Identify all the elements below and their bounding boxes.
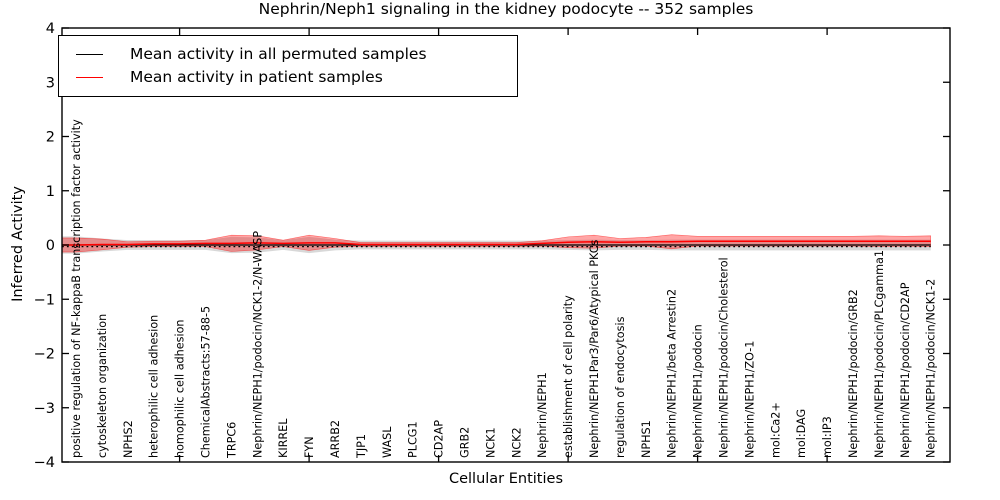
x-tick-label: NPHS2 [122, 420, 135, 458]
x-tick-label: CD2AP [433, 420, 446, 458]
x-tick-label: mol:DAG [795, 409, 808, 458]
x-tick-label: establishment of cell polarity [562, 295, 575, 458]
permuted-line-swatch [76, 54, 103, 56]
x-tick-label: Nephrin/NEPH1/podocin/GRB2 [847, 289, 860, 458]
legend-label-permuted: Mean activity in all permuted samples [130, 45, 427, 63]
y-tick-label: 2 [46, 130, 55, 146]
y-tick-label: 4 [46, 21, 55, 37]
x-tick-label: Nephrin/NEPH1/podocin/PLCgamma1 [873, 250, 886, 458]
x-tick-label: mol:Ca2+ [769, 402, 782, 458]
y-tick-label: 0 [46, 238, 55, 254]
y-tick-label: −3 [34, 401, 55, 417]
x-tick-label: Nephrin/NEPH1/podocin/NCK1-2/N-WASP [251, 231, 264, 458]
x-tick-label: Nephrin/NEPH1/podocin/Cholesterol [718, 257, 731, 458]
x-tick-label: KIRREL [277, 418, 290, 458]
x-tick-label: NCK2 [510, 427, 523, 458]
legend-label-patient: Mean activity in patient samples [130, 67, 383, 86]
x-tick-label: WASL [381, 426, 394, 458]
x-tick-label: heterophilic cell adhesion [148, 315, 161, 458]
legend-entry-patient: Mean activity in patient samples [59, 67, 517, 86]
x-tick-label: TRPC6 [225, 422, 238, 459]
patient-band [61, 234, 931, 253]
chart-title: Nephrin/Neph1 signaling in the kidney po… [258, 0, 754, 18]
x-tick-label: FYN [303, 436, 316, 458]
x-tick-label: Nephrin/NEPH1Par3/Par6/Atypical PKCs [588, 239, 601, 458]
x-tick-label: regulation of endocytosis [614, 316, 627, 458]
x-tick-label: Nephrin/NEPH1/podocin/NCK1-2 [925, 279, 938, 458]
y-tick-label: −4 [34, 455, 55, 471]
patient-line-swatch [76, 76, 103, 78]
x-tick-label: Nephrin/NEPH1/podocin [692, 324, 705, 458]
x-tick-label: ChemicalAbstracts:57-88-5 [200, 306, 213, 458]
x-tick-label: positive regulation of NF-kappaB transcr… [70, 119, 83, 458]
y-tick-label: −1 [34, 292, 55, 308]
x-tick-label: TJP1 [355, 434, 368, 459]
x-tick-label: cytoskeleton organization [96, 314, 109, 458]
y-tick-label: −2 [34, 347, 55, 363]
x-tick-label: ARRB2 [329, 420, 342, 458]
x-tick-label: homophilic cell adhesion [174, 319, 187, 458]
y-tick-label: 1 [46, 184, 55, 200]
y-tick-label: 3 [46, 75, 55, 91]
x-tick-label: GRB2 [459, 427, 472, 458]
x-tick-label: NPHS1 [640, 420, 653, 458]
legend-entry-permuted: Mean activity in all permuted samples [59, 45, 517, 63]
x-tick-label: Nephrin/NEPH1/beta Arrestin2 [666, 289, 679, 458]
x-tick-label: Nephrin/NEPH1 [536, 372, 549, 458]
legend: Mean activity in all permuted samples Me… [58, 35, 518, 97]
x-axis-label: Cellular Entities [448, 471, 564, 487]
x-tick-label: mol:IP3 [821, 416, 834, 458]
x-tick-label: Nephrin/NEPH1/ZO-1 [743, 341, 756, 458]
x-tick-label: Nephrin/NEPH1/podocin/CD2AP [899, 282, 912, 458]
x-tick-label: NCK1 [484, 427, 497, 458]
x-tick-label: PLCG1 [407, 421, 420, 458]
patient-mean-line [62, 240, 931, 246]
